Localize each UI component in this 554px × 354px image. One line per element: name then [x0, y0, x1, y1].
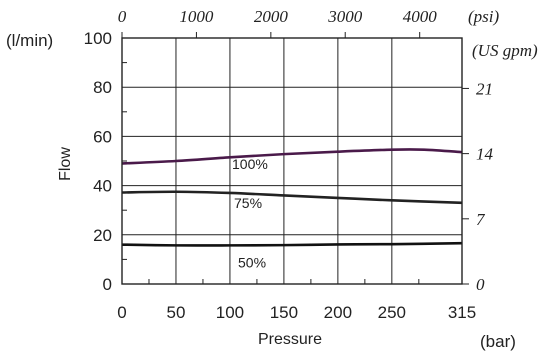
grid [122, 38, 462, 284]
series-label: 50% [238, 254, 266, 270]
y-tick-label: 80 [93, 78, 112, 97]
gpm-tick-label: 0 [476, 275, 485, 294]
y-axis-title: Flow [57, 147, 74, 181]
x-tick-label: 0 [117, 303, 126, 322]
series-lines [121, 148, 463, 247]
y-tick-label: 0 [103, 275, 112, 294]
psi-tick-label: 3000 [327, 7, 363, 26]
series-line-100pct [121, 148, 463, 165]
x-tick-label: 50 [167, 303, 186, 322]
secondary-x-unit: (psi) [468, 7, 500, 26]
x-tick-label: 100 [216, 303, 244, 322]
y-tick-label: 60 [93, 127, 112, 146]
x-axis-unit: (bar) [480, 332, 516, 351]
gpm-tick-label: 21 [476, 79, 493, 98]
psi-tick-label: 1000 [179, 7, 214, 26]
x-tick-label: 200 [324, 303, 352, 322]
series-label: 75% [234, 195, 262, 211]
series-line-50pct [121, 241, 463, 247]
y-axis-unit: (l/min) [6, 31, 53, 50]
tick-marks [121, 32, 469, 285]
gpm-tick-label: 14 [476, 145, 494, 164]
gpm-tick-label: 7 [476, 210, 486, 229]
y-tick-label: 20 [93, 226, 112, 245]
y-tick-label: 100 [84, 29, 112, 48]
secondary-y-unit: (US gpm) [472, 41, 538, 60]
x-tick-label: 150 [270, 303, 298, 322]
x-tick-label: 315 [448, 303, 476, 322]
series-label: 100% [232, 156, 268, 172]
psi-tick-label: 0 [118, 7, 127, 26]
series-line-75pct [121, 190, 463, 205]
y-tick-label: 40 [93, 177, 112, 196]
x-axis-title: Pressure [258, 331, 322, 348]
psi-tick-label: 4000 [403, 7, 438, 26]
x-tick-label: 250 [378, 303, 406, 322]
psi-tick-label: 2000 [254, 7, 289, 26]
